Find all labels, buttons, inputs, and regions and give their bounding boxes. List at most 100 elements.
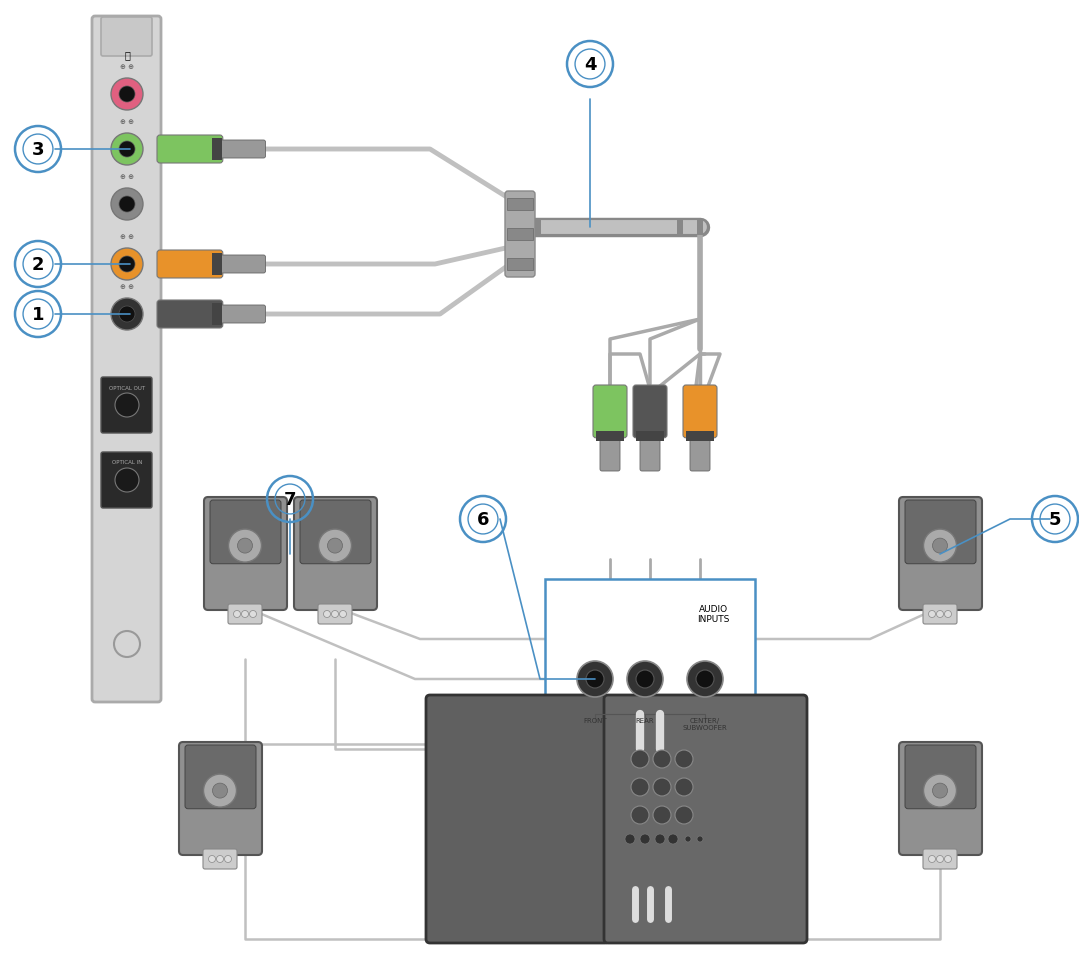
Circle shape	[111, 248, 144, 281]
Circle shape	[217, 856, 223, 863]
Bar	[697, 220, 704, 236]
Circle shape	[675, 750, 693, 768]
Circle shape	[119, 307, 135, 323]
Circle shape	[111, 79, 144, 111]
Circle shape	[932, 539, 947, 554]
Circle shape	[932, 783, 947, 798]
Bar	[535, 220, 541, 236]
Circle shape	[328, 539, 342, 554]
Bar	[211, 253, 222, 276]
Text: 6: 6	[477, 511, 489, 528]
Text: 3: 3	[31, 141, 44, 158]
Circle shape	[697, 836, 704, 842]
Circle shape	[119, 142, 135, 157]
Circle shape	[631, 806, 648, 824]
Text: OPTICAL OUT: OPTICAL OUT	[109, 385, 145, 390]
Circle shape	[111, 298, 144, 331]
Circle shape	[586, 670, 604, 689]
Circle shape	[204, 775, 236, 807]
Bar	[636, 431, 664, 441]
Circle shape	[937, 856, 943, 863]
FancyBboxPatch shape	[905, 745, 976, 809]
FancyBboxPatch shape	[218, 306, 265, 324]
FancyBboxPatch shape	[210, 501, 281, 564]
FancyBboxPatch shape	[899, 742, 982, 855]
Text: ⊕ ⊕: ⊕ ⊕	[120, 64, 134, 70]
FancyBboxPatch shape	[158, 136, 222, 164]
Circle shape	[115, 468, 139, 493]
FancyBboxPatch shape	[545, 579, 755, 775]
FancyBboxPatch shape	[158, 250, 222, 279]
FancyBboxPatch shape	[300, 501, 371, 564]
FancyBboxPatch shape	[318, 604, 352, 624]
Circle shape	[577, 661, 613, 697]
FancyBboxPatch shape	[683, 385, 718, 438]
Bar	[507, 199, 533, 211]
Circle shape	[685, 836, 691, 842]
FancyBboxPatch shape	[185, 745, 256, 809]
Text: 1: 1	[31, 306, 44, 324]
FancyBboxPatch shape	[593, 385, 627, 438]
Bar	[677, 220, 683, 236]
FancyBboxPatch shape	[923, 604, 957, 624]
Circle shape	[340, 611, 346, 618]
FancyBboxPatch shape	[228, 604, 262, 624]
Circle shape	[233, 611, 241, 618]
Circle shape	[696, 670, 714, 689]
FancyBboxPatch shape	[101, 453, 152, 509]
Bar	[211, 304, 222, 326]
Text: CENTER/
SUBWOOFER: CENTER/ SUBWOOFER	[683, 717, 727, 731]
FancyBboxPatch shape	[923, 849, 957, 869]
Circle shape	[119, 87, 135, 103]
Text: AUDIO
INPUTS: AUDIO INPUTS	[697, 604, 729, 624]
Circle shape	[675, 806, 693, 824]
Circle shape	[331, 611, 339, 618]
Circle shape	[237, 539, 252, 554]
FancyBboxPatch shape	[92, 17, 161, 702]
Bar	[211, 139, 222, 160]
Circle shape	[242, 611, 248, 618]
Circle shape	[318, 529, 352, 562]
Text: ⊕ ⊕: ⊕ ⊕	[120, 284, 134, 289]
Circle shape	[929, 856, 935, 863]
Circle shape	[224, 856, 232, 863]
Circle shape	[653, 806, 671, 824]
Circle shape	[655, 834, 665, 844]
FancyBboxPatch shape	[179, 742, 262, 855]
Circle shape	[324, 611, 330, 618]
Circle shape	[944, 611, 952, 618]
FancyBboxPatch shape	[905, 501, 976, 564]
Circle shape	[944, 856, 952, 863]
Text: OPTICAL IN: OPTICAL IN	[112, 460, 142, 465]
Circle shape	[119, 197, 135, 213]
Circle shape	[924, 775, 956, 807]
Circle shape	[640, 834, 650, 844]
Bar	[596, 431, 624, 441]
FancyBboxPatch shape	[899, 498, 982, 610]
FancyBboxPatch shape	[604, 695, 807, 943]
Circle shape	[119, 257, 135, 273]
Bar	[517, 220, 523, 236]
Text: FRONT: FRONT	[583, 717, 606, 724]
Text: 4: 4	[584, 56, 597, 74]
FancyBboxPatch shape	[640, 433, 660, 471]
FancyBboxPatch shape	[101, 18, 152, 57]
Text: ⊕ ⊕: ⊕ ⊕	[120, 234, 134, 240]
Bar	[686, 431, 714, 441]
Bar	[507, 229, 533, 241]
Circle shape	[929, 611, 935, 618]
FancyBboxPatch shape	[158, 300, 222, 329]
FancyBboxPatch shape	[600, 433, 620, 471]
FancyBboxPatch shape	[218, 255, 265, 274]
Circle shape	[636, 670, 654, 689]
Circle shape	[631, 778, 648, 796]
FancyBboxPatch shape	[218, 141, 265, 158]
Text: ⊕ ⊕: ⊕ ⊕	[120, 174, 134, 180]
Circle shape	[625, 834, 636, 844]
Circle shape	[208, 856, 216, 863]
FancyBboxPatch shape	[633, 385, 667, 438]
Circle shape	[111, 134, 144, 166]
Text: ⊕ ⊕: ⊕ ⊕	[120, 119, 134, 125]
Text: 2: 2	[31, 255, 44, 274]
Circle shape	[115, 393, 139, 418]
